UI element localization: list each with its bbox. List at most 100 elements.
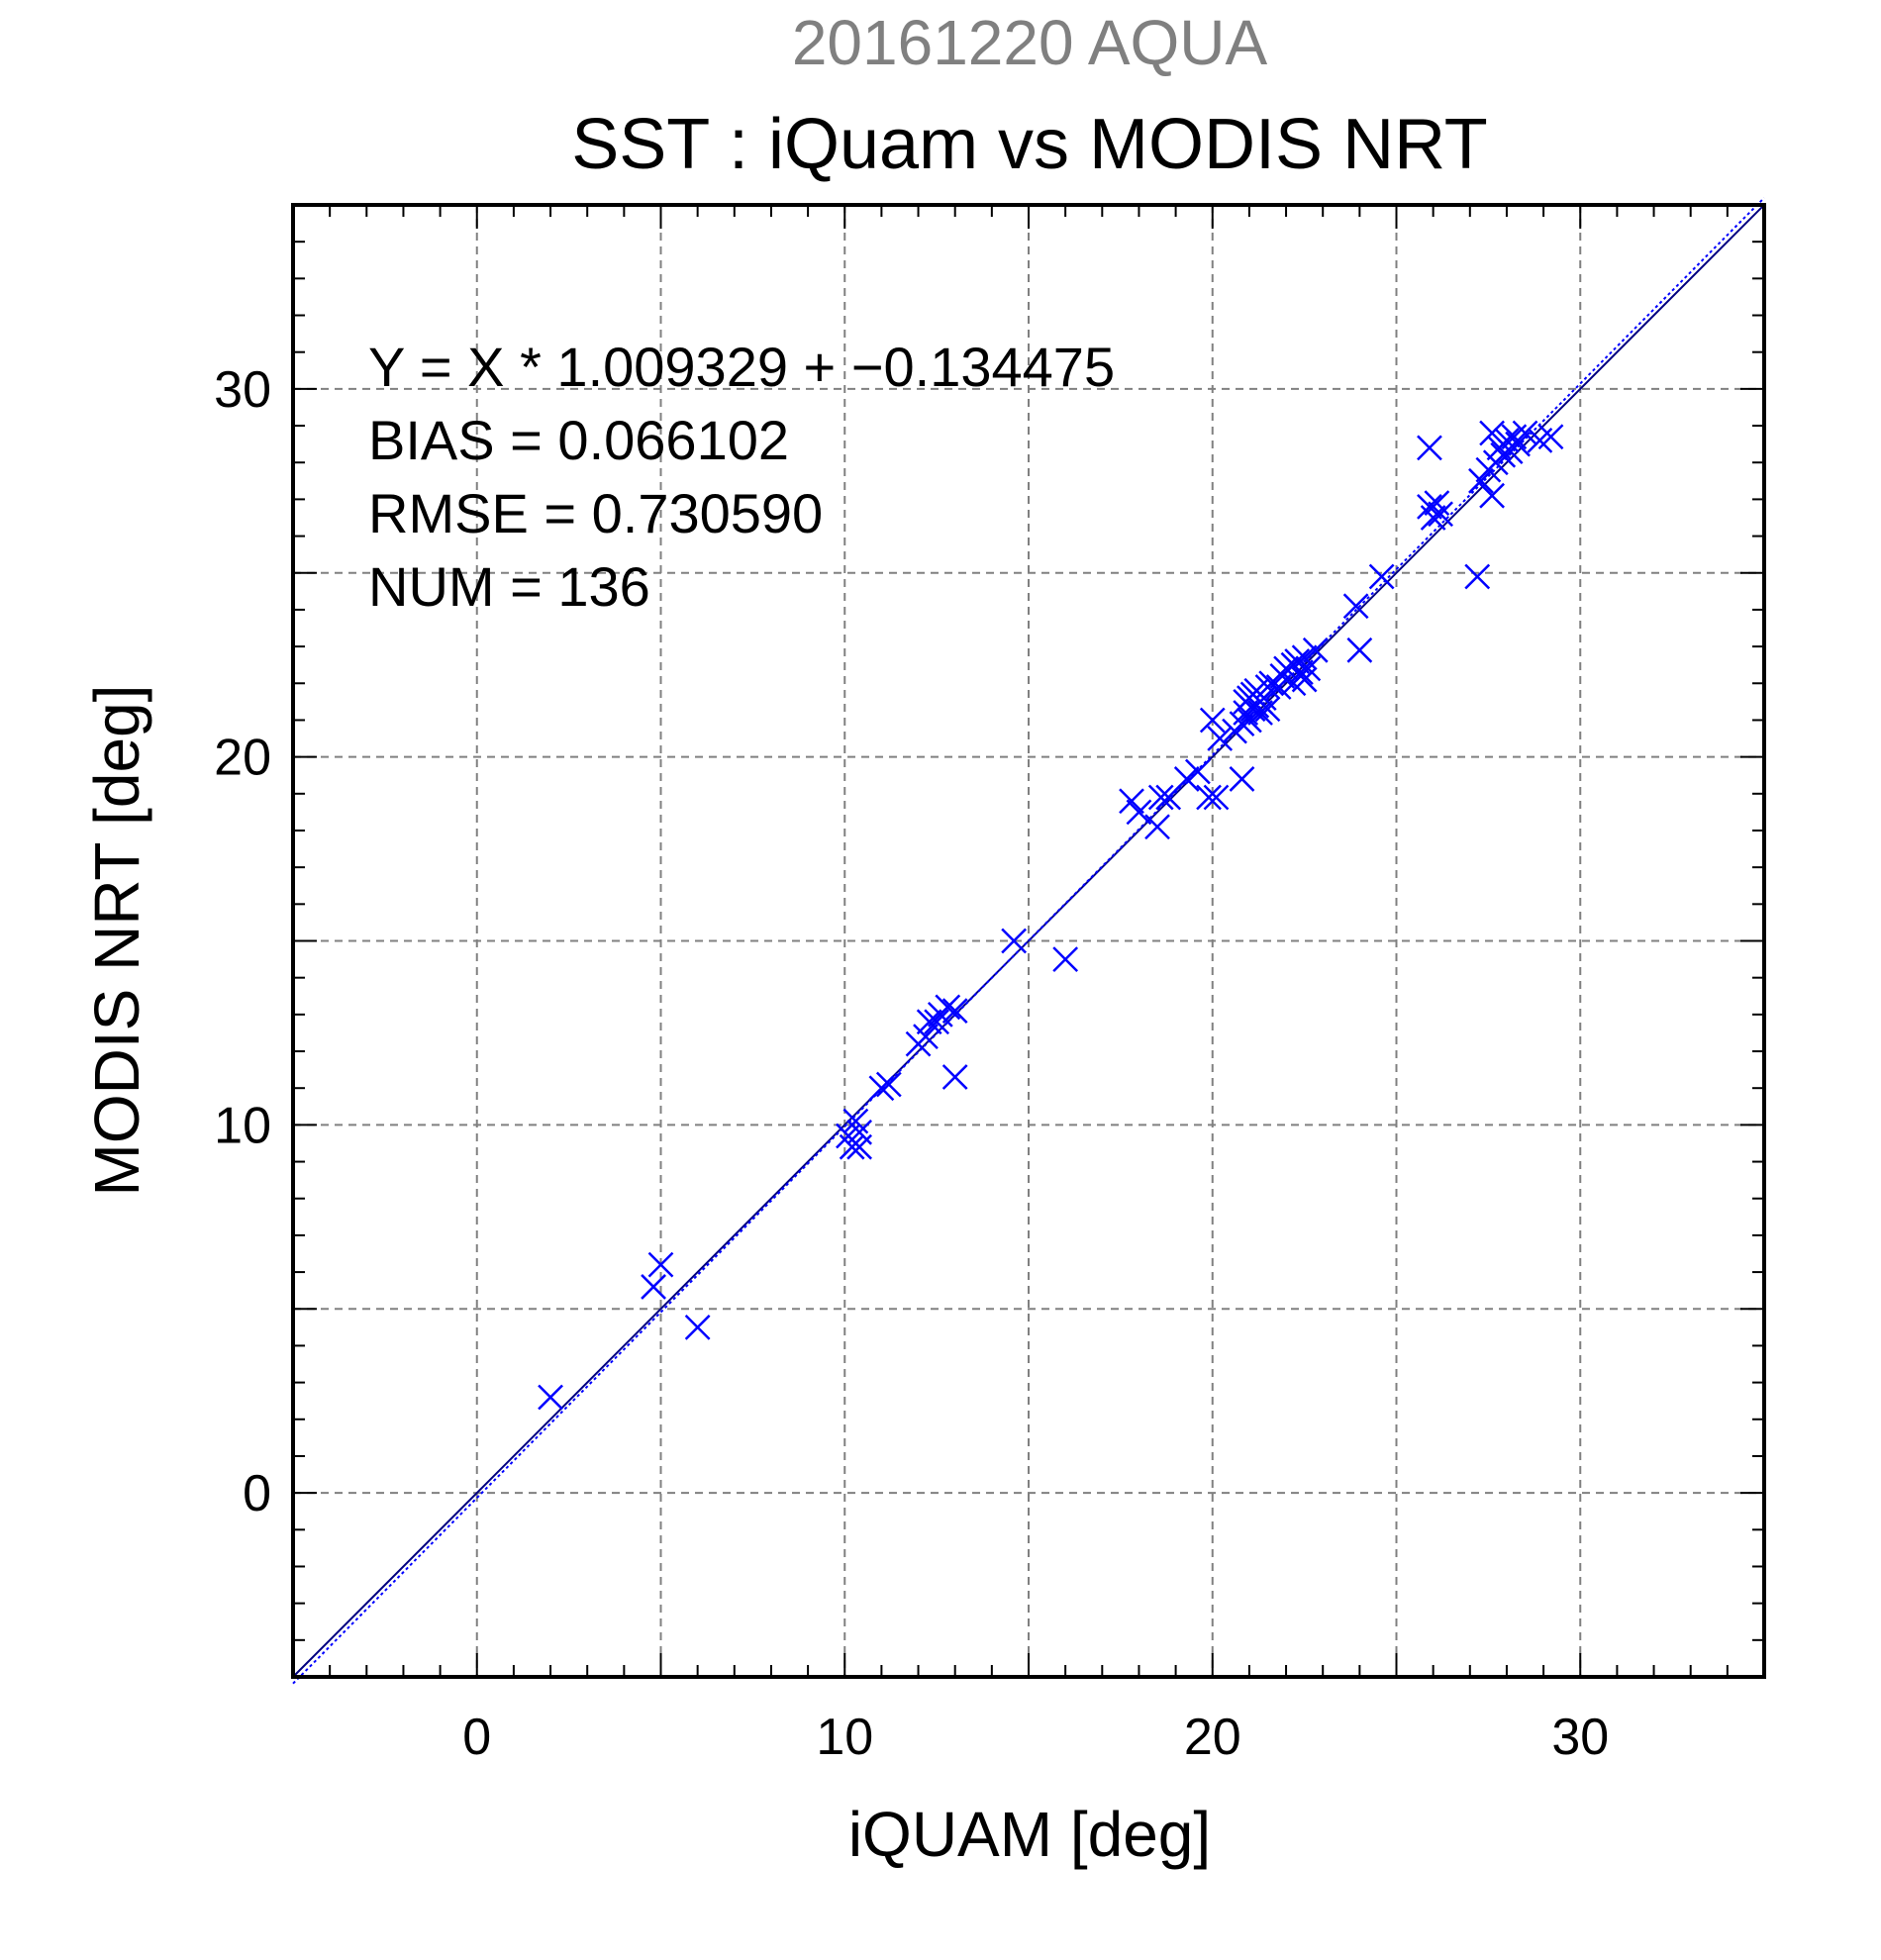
data-point xyxy=(1288,659,1314,686)
data-point-stroke xyxy=(1147,784,1174,811)
data-point-stroke xyxy=(1346,637,1373,663)
data-point xyxy=(1207,726,1234,751)
data-point xyxy=(1302,637,1329,663)
data-point-stroke xyxy=(1203,784,1230,811)
data-point-stroke xyxy=(1428,501,1453,528)
y-tick-label: 10 xyxy=(214,1097,271,1154)
data-point xyxy=(941,1064,968,1090)
data-point xyxy=(941,998,968,1025)
chart-suptitle: 20161220 AQUA xyxy=(792,7,1268,78)
data-point xyxy=(1417,435,1442,461)
data-point xyxy=(1420,505,1446,531)
data-point xyxy=(1273,655,1299,682)
data-point-stroke xyxy=(1505,431,1531,457)
data-point xyxy=(1185,758,1211,785)
data-point-stroke xyxy=(1144,814,1170,840)
data-point-stroke xyxy=(1284,648,1311,674)
data-point-stroke xyxy=(1173,766,1200,792)
data-point-stroke xyxy=(1199,707,1226,734)
y-tick-label: 0 xyxy=(243,1465,271,1522)
identity-line xyxy=(292,204,1765,1678)
num-stat: NUM = 136 xyxy=(368,555,650,618)
data-point-stroke xyxy=(684,1314,711,1340)
data-point-stroke xyxy=(1254,696,1281,723)
data-point-stroke xyxy=(913,1024,939,1050)
data-point xyxy=(1126,799,1152,826)
data-point-stroke xyxy=(1207,726,1234,751)
regression-equation: Y = X * 1.009329 + −0.134475 xyxy=(368,336,1115,398)
data-point xyxy=(868,1075,895,1102)
data-point xyxy=(1468,467,1494,494)
data-point-stroke xyxy=(1295,655,1322,682)
data-point xyxy=(913,1024,939,1050)
chart-title: SST : iQuam vs MODIS NRT xyxy=(571,105,1488,184)
data-point xyxy=(647,1251,674,1278)
data-point-stroke xyxy=(1490,441,1517,468)
data-point-stroke xyxy=(1342,593,1369,620)
y-tick-label: 20 xyxy=(214,730,271,787)
data-point-stroke xyxy=(1494,428,1520,453)
data-point xyxy=(1346,637,1373,663)
data-point-stroke xyxy=(1479,482,1505,509)
data-point xyxy=(1119,788,1144,815)
data-point xyxy=(1505,431,1531,457)
y-axis-label: MODIS NRT [deg] xyxy=(81,685,152,1197)
data-point xyxy=(1173,766,1200,792)
data-point xyxy=(1512,420,1538,446)
data-point-stroke xyxy=(1537,424,1564,450)
data-point-stroke xyxy=(1417,435,1442,461)
data-point-stroke xyxy=(1288,659,1314,686)
data-point-stroke xyxy=(1119,788,1144,815)
data-point xyxy=(1254,696,1281,723)
data-point-stroke xyxy=(1417,493,1442,520)
data-point-stroke xyxy=(924,1009,950,1035)
data-point xyxy=(924,1009,950,1035)
data-point xyxy=(1229,766,1255,792)
data-point-stroke xyxy=(1052,946,1079,972)
data-point xyxy=(1052,946,1079,972)
data-point-stroke xyxy=(1126,799,1152,826)
data-point-stroke xyxy=(538,1384,563,1411)
x-axis-label: iQUAM [deg] xyxy=(848,1799,1211,1870)
data-point xyxy=(1490,441,1517,468)
data-point-stroke xyxy=(842,1108,869,1134)
data-point-stroke xyxy=(941,1064,968,1090)
data-point-stroke xyxy=(1001,928,1028,954)
data-point-stroke xyxy=(1291,644,1318,671)
data-point-stroke xyxy=(1512,420,1538,446)
data-point-stroke xyxy=(941,998,968,1025)
data-point-stroke xyxy=(1247,700,1273,726)
data-point-stroke xyxy=(1479,420,1505,446)
x-tick-label: 0 xyxy=(462,1709,491,1766)
data-point-stroke xyxy=(875,1071,902,1098)
data-point xyxy=(1199,707,1226,734)
x-tick-label: 10 xyxy=(816,1709,873,1766)
y-tick-label: 30 xyxy=(214,361,271,419)
data-point xyxy=(1144,814,1170,840)
data-point xyxy=(1247,700,1273,726)
data-point xyxy=(538,1384,563,1411)
data-point-stroke xyxy=(641,1274,666,1300)
data-point xyxy=(1196,784,1222,811)
data-point xyxy=(1368,563,1395,590)
stats-annotation: Y = X * 1.009329 + −0.134475 BIAS = 0.06… xyxy=(368,336,1115,618)
data-point xyxy=(1001,928,1028,954)
data-point-stroke xyxy=(839,1133,865,1160)
data-points xyxy=(538,420,1564,1411)
data-point-stroke xyxy=(1468,467,1494,494)
data-point xyxy=(1464,563,1491,590)
data-point-stroke xyxy=(1196,784,1222,811)
tick-labels: 0 10 20 30 0 10 20 30 xyxy=(214,361,1609,1766)
data-point xyxy=(846,1119,872,1145)
data-point-stroke xyxy=(1420,505,1446,531)
data-point xyxy=(684,1314,711,1340)
data-point xyxy=(641,1274,666,1300)
data-point xyxy=(1537,424,1564,450)
data-point xyxy=(916,1009,942,1035)
data-point xyxy=(1479,482,1505,509)
data-point-stroke xyxy=(868,1075,895,1102)
data-point-stroke xyxy=(1185,758,1211,785)
data-point xyxy=(935,994,961,1021)
